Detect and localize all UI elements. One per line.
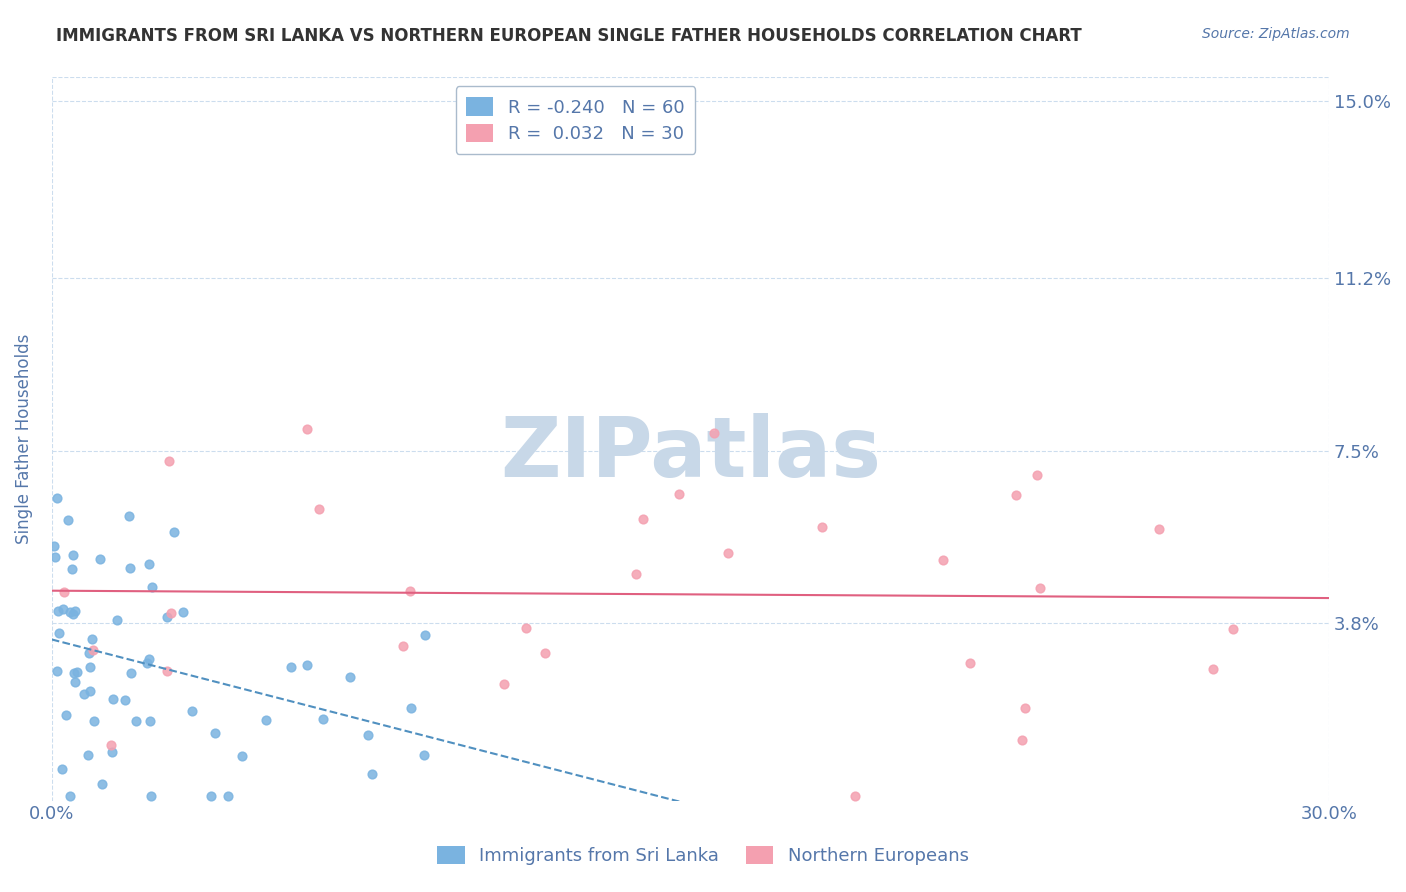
Point xyxy=(125,714,148,728)
Point xyxy=(90,777,112,791)
Point xyxy=(48,625,70,640)
Point xyxy=(77,647,100,661)
Point xyxy=(114,693,136,707)
Point xyxy=(1025,467,1047,482)
Point xyxy=(515,621,537,635)
Point xyxy=(141,580,163,594)
Point xyxy=(45,664,67,678)
Legend: R = -0.240   N = 60, R =  0.032   N = 30: R = -0.240 N = 60, R = 0.032 N = 30 xyxy=(456,87,696,154)
Point xyxy=(297,657,319,672)
Point xyxy=(494,677,516,691)
Point xyxy=(392,640,415,654)
Point xyxy=(138,558,160,572)
Point xyxy=(62,666,84,681)
Point xyxy=(101,745,124,759)
Point xyxy=(83,714,105,728)
Point xyxy=(138,652,160,666)
Point xyxy=(53,584,76,599)
Point xyxy=(668,486,690,500)
Point xyxy=(357,728,380,742)
Point xyxy=(52,602,75,616)
Point xyxy=(312,712,335,726)
Point xyxy=(1005,488,1028,502)
Point xyxy=(180,704,202,718)
Point xyxy=(163,524,186,539)
Text: ZIPatlas: ZIPatlas xyxy=(501,413,882,494)
Point xyxy=(361,766,384,780)
Point xyxy=(157,454,180,468)
Point xyxy=(534,646,557,660)
Point xyxy=(46,604,69,618)
Point xyxy=(62,607,84,621)
Text: Source: ZipAtlas.com: Source: ZipAtlas.com xyxy=(1202,27,1350,41)
Point xyxy=(82,643,104,657)
Point xyxy=(51,762,73,776)
Point xyxy=(79,683,101,698)
Legend: Immigrants from Sri Lanka, Northern Europeans: Immigrants from Sri Lanka, Northern Euro… xyxy=(429,837,977,874)
Point xyxy=(412,747,434,762)
Point xyxy=(63,675,86,690)
Point xyxy=(297,422,319,436)
Point xyxy=(308,501,330,516)
Point xyxy=(172,605,194,619)
Point xyxy=(703,426,725,441)
Point xyxy=(44,549,66,564)
Point xyxy=(200,789,222,803)
Point xyxy=(138,714,160,729)
Point xyxy=(398,584,420,599)
Point xyxy=(280,660,302,674)
Point xyxy=(231,749,253,764)
Point xyxy=(59,789,82,803)
Point xyxy=(1011,732,1033,747)
Point xyxy=(141,789,163,803)
Point xyxy=(105,613,128,627)
Point xyxy=(413,628,436,642)
Point xyxy=(204,726,226,740)
Point xyxy=(117,509,139,524)
Point xyxy=(80,632,103,646)
Point xyxy=(55,708,77,723)
Point xyxy=(160,607,183,621)
Point xyxy=(60,562,83,576)
Point xyxy=(156,610,179,624)
Point xyxy=(45,491,67,506)
Text: IMMIGRANTS FROM SRI LANKA VS NORTHERN EUROPEAN SINGLE FATHER HOUSEHOLDS CORRELAT: IMMIGRANTS FROM SRI LANKA VS NORTHERN EU… xyxy=(56,27,1083,45)
Point xyxy=(103,692,125,706)
Point xyxy=(72,687,94,701)
Point xyxy=(717,546,740,560)
Point xyxy=(339,670,361,684)
Point xyxy=(631,512,654,526)
Point xyxy=(156,664,179,678)
Point xyxy=(217,789,239,803)
Point xyxy=(65,604,87,618)
Point xyxy=(42,539,65,553)
Point xyxy=(89,551,111,566)
Point xyxy=(1222,622,1244,636)
Point xyxy=(254,713,277,727)
Point xyxy=(959,657,981,671)
Point xyxy=(59,605,82,619)
Y-axis label: Single Father Households: Single Father Households xyxy=(15,334,32,544)
Point xyxy=(932,552,955,566)
Point xyxy=(1202,662,1225,676)
Point xyxy=(811,519,834,533)
Point xyxy=(1149,522,1171,536)
Point xyxy=(79,660,101,674)
Point xyxy=(399,701,422,715)
Point xyxy=(66,665,89,680)
Point xyxy=(1028,581,1050,595)
Point xyxy=(56,512,79,526)
Point xyxy=(118,561,141,575)
Point xyxy=(100,739,122,753)
Point xyxy=(62,548,84,562)
Point xyxy=(77,748,100,763)
Point xyxy=(624,567,647,582)
Point xyxy=(1014,700,1036,714)
Point xyxy=(136,656,159,670)
Point xyxy=(844,789,866,803)
Point xyxy=(120,665,142,680)
